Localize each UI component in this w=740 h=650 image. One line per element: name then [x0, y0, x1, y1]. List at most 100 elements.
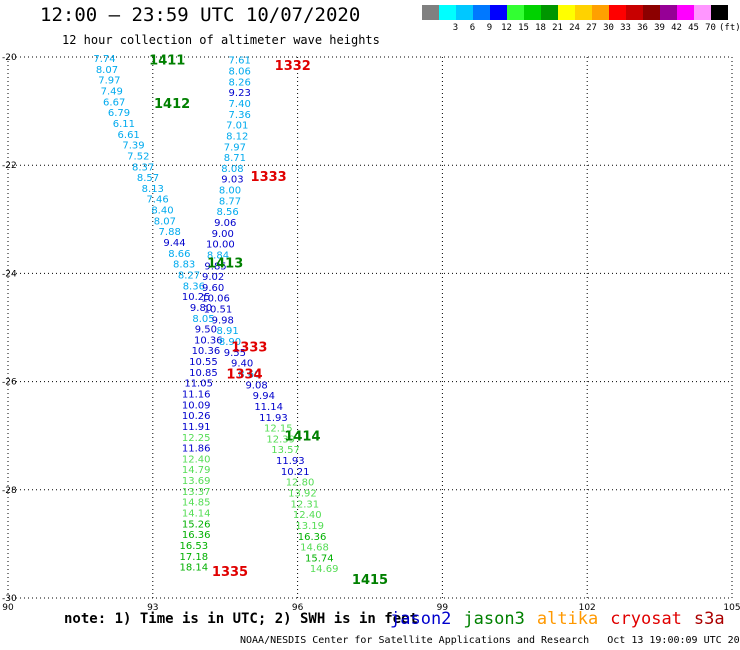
swh-value: 7.49 — [101, 87, 123, 98]
swh-value: 9.85 — [204, 261, 226, 272]
mission-name: s3a — [693, 609, 725, 629]
swh-value: 8.56 — [216, 207, 238, 218]
swh-value: 10.36 — [194, 335, 223, 346]
legend-label: 33 — [620, 23, 631, 33]
legend-swatch — [660, 5, 677, 20]
swh-value: 13.92 — [288, 489, 317, 500]
swh-value: 9.00 — [212, 229, 234, 240]
swh-value: 16.36 — [182, 530, 211, 541]
swh-value: 8.05 — [192, 314, 214, 325]
legend-swatch — [609, 5, 626, 20]
swh-value: 8.00 — [219, 186, 241, 197]
map-subtitle: 12 hour collection of altimeter wave hei… — [62, 33, 380, 47]
track-pass-label: 1334 — [226, 367, 262, 382]
legend-label: 6 — [469, 23, 476, 33]
legend-swatch — [643, 5, 660, 20]
mission-name: jason2 — [390, 609, 452, 629]
swh-value: 10.09 — [182, 400, 211, 411]
swh-value: 7.01 — [226, 121, 248, 132]
swh-value: 7.46 — [146, 195, 168, 206]
legend-swatch — [422, 5, 439, 20]
swh-value: 12.40 — [293, 510, 322, 521]
swh-value: 14.79 — [182, 465, 211, 476]
swh-value: 17.18 — [180, 552, 209, 563]
swh-value: 14.69 — [310, 564, 339, 575]
footer-note: note: 1) Time is in UTC; 2) SWH is in fe… — [64, 611, 419, 627]
lon-tick-label: 96 — [292, 603, 304, 613]
swh-value: 8.83 — [173, 260, 195, 271]
swh-value: 8.06 — [229, 67, 251, 78]
swh-value: 9.40 — [231, 359, 253, 370]
map-title: 12:00 – 23:59 UTC 10/07/2020 — [40, 4, 361, 26]
legend-swatch — [677, 5, 694, 20]
mission-name: jason3 — [463, 609, 525, 629]
swh-value: 13.69 — [182, 476, 211, 487]
legend-swatch — [541, 5, 558, 20]
swh-value: 7.39 — [122, 141, 144, 152]
track-pass-label: 1414 — [284, 430, 320, 445]
lon-tick-label: 93 — [147, 603, 158, 613]
legend-label: 42 — [671, 23, 682, 33]
swh-value: 13.37 — [182, 487, 211, 498]
swh-value: 9.08 — [245, 380, 267, 391]
lat-tick-label: -24 — [2, 269, 17, 279]
mission-name: altika — [536, 609, 599, 629]
lon-tick-label: 99 — [437, 603, 449, 613]
swh-value: 10.55 — [189, 357, 218, 368]
legend-label: 15 — [518, 23, 529, 33]
swh-value: 6.61 — [118, 130, 140, 141]
swh-value: 9.94 — [253, 391, 275, 402]
track-pass-label: 1332 — [275, 59, 311, 74]
swh-value: 10.21 — [281, 467, 310, 478]
swh-value: 8.57 — [137, 173, 159, 184]
swh-value: 9.23 — [229, 88, 251, 99]
swh-value: 11.05 — [184, 379, 213, 390]
swh-value: 12.40 — [182, 454, 211, 465]
swh-value: 8.71 — [224, 153, 246, 164]
legend-label: 30 — [603, 23, 614, 33]
lat-tick-label: -20 — [2, 53, 17, 63]
swh-value: 8.27 — [178, 270, 200, 281]
legend-label: 9 — [486, 23, 493, 33]
track-pass-label: 1333 — [251, 170, 287, 185]
legend-swatch — [524, 5, 541, 20]
mission-legend: jason2 jason3 altika cryosat s3a — [390, 609, 737, 629]
swh-value: 7.88 — [159, 227, 181, 238]
swh-value: 12.15 — [264, 424, 293, 435]
legend-swatch — [507, 5, 524, 20]
legend-label: 18 — [535, 23, 546, 33]
swh-value: 7.36 — [229, 110, 251, 121]
swh-value: 8.07 — [96, 65, 118, 76]
legend-swatch — [626, 5, 643, 20]
swh-value: 11.16 — [182, 390, 211, 401]
track-pass-label: 1335 — [212, 565, 248, 580]
swh-value: 9.02 — [202, 272, 224, 283]
mission-name: cryosat — [610, 609, 682, 629]
swh-value: 11.91 — [182, 422, 211, 433]
swh-value: 8.08 — [221, 164, 243, 175]
swh-value: 13.19 — [295, 521, 324, 532]
swh-value: 13.57 — [271, 445, 300, 456]
swh-value: 7.61 — [229, 56, 251, 67]
swh-value: 9.03 — [221, 175, 243, 186]
legend-label: 21 — [552, 23, 563, 33]
swh-value: 8.90 — [219, 337, 241, 348]
swh-value: 10.85 — [189, 368, 218, 379]
legend-swatch — [694, 5, 711, 20]
swh-value: 7.97 — [98, 76, 120, 87]
swh-value: 10.36 — [192, 346, 221, 357]
track-pass-label: 1412 — [154, 97, 190, 112]
swh-value: 14.68 — [300, 543, 329, 554]
legend-swatch — [575, 5, 592, 20]
swh-value: 10.26 — [182, 411, 211, 422]
track-pass-label: 1415 — [352, 573, 388, 588]
swh-value: 7.74 — [93, 54, 115, 65]
legend-label: 24 — [569, 23, 580, 33]
swh-value: 16.53 — [180, 541, 209, 552]
swh-value: 10.06 — [201, 294, 230, 305]
swh-value: 12.25 — [182, 433, 211, 444]
lat-lon-grid — [7, 56, 733, 599]
swh-value: 10.00 — [206, 240, 235, 251]
track-pass-label: 1333 — [231, 340, 267, 355]
